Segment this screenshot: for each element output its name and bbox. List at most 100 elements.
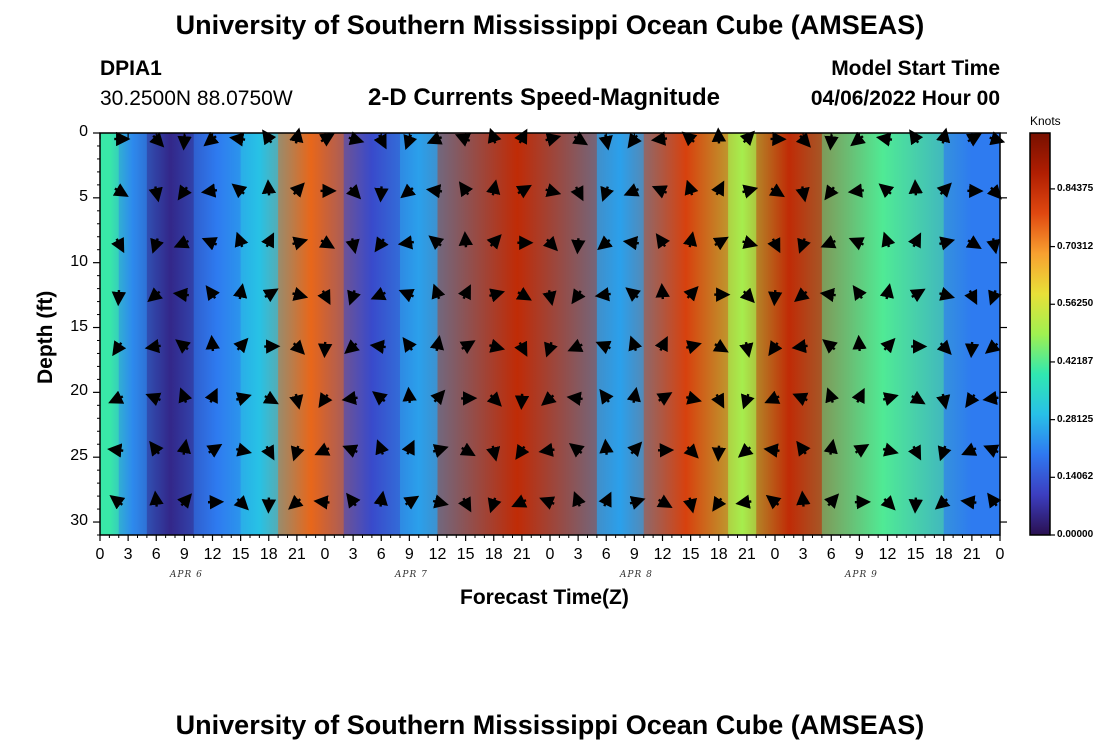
speed-band: [146, 133, 194, 535]
x-tick-label: 18: [259, 546, 278, 563]
current-vector: [768, 183, 785, 198]
current-vector: [712, 236, 729, 251]
current-vector: [402, 386, 417, 403]
current-vector: [595, 340, 612, 355]
current-vector: [571, 288, 586, 305]
current-vector: [989, 131, 1006, 146]
current-vector: [515, 443, 530, 460]
current-vector: [712, 495, 727, 512]
current-vector: [109, 495, 126, 510]
current-vector: [369, 339, 386, 354]
current-vector: [262, 288, 279, 303]
x-tick-label: 21: [287, 546, 306, 563]
x-tick-label: 18: [484, 546, 503, 563]
x-tick-label: 21: [737, 546, 756, 563]
date-label: APR 7: [394, 570, 428, 580]
y-tick-label: 30: [70, 512, 88, 530]
current-vector: [628, 335, 643, 352]
current-vector: [261, 444, 275, 461]
current-vector: [961, 442, 978, 456]
speed-band: [643, 133, 729, 535]
speed-band: [821, 133, 944, 535]
current-vector: [486, 445, 501, 462]
current-vector: [108, 390, 125, 404]
current-vector: [262, 390, 279, 405]
x-tick-label: 0: [770, 546, 780, 563]
current-vector: [599, 438, 614, 455]
current-vector: [147, 287, 163, 303]
colorbar-ticks: [1050, 188, 1055, 536]
speed-band: [756, 133, 822, 535]
current-vector: [848, 237, 865, 251]
current-vector: [712, 338, 729, 353]
current-vector: [656, 494, 673, 508]
date-label: APR 6: [169, 570, 203, 580]
current-vector: [200, 183, 218, 198]
current-vector: [288, 494, 304, 510]
y-axis-label: Depth (ft): [34, 290, 57, 384]
current-vector: [487, 497, 502, 514]
current-vector: [796, 490, 811, 507]
current-vector: [370, 286, 387, 301]
current-vector: [292, 236, 309, 251]
current-vector: [878, 183, 895, 199]
current-vector: [233, 283, 248, 300]
date-label: APR 8: [619, 570, 653, 580]
speed-band: [343, 133, 400, 535]
colorbar-tick-label: 0.14062: [1057, 471, 1094, 483]
speed-band: [437, 133, 597, 535]
current-vector: [792, 392, 809, 407]
x-tick-label: 9: [404, 546, 414, 563]
current-vector: [235, 442, 252, 457]
current-vector: [172, 287, 189, 303]
current-vector: [205, 285, 220, 302]
speed-band: [278, 133, 344, 535]
current-vector: [570, 185, 584, 202]
current-vector: [317, 288, 331, 305]
current-vector: [401, 439, 415, 456]
current-vector: [965, 392, 980, 408]
current-vector: [374, 236, 389, 253]
current-vector: [375, 439, 389, 456]
current-vector: [685, 390, 702, 405]
current-vector: [205, 334, 220, 352]
current-vector: [882, 442, 899, 457]
x-tick-label: 12: [878, 546, 897, 563]
current-vector: [177, 493, 193, 509]
current-vector: [960, 495, 977, 510]
current-vector: [851, 387, 865, 405]
current-vector: [458, 496, 472, 513]
current-vector: [594, 287, 611, 302]
current-vector: [599, 388, 614, 405]
colorbar-unit: Knots: [1030, 114, 1061, 128]
heatmap-area: [100, 133, 1000, 535]
speed-band: [240, 133, 279, 535]
current-vector: [233, 337, 249, 354]
current-vector: [742, 184, 759, 199]
current-vector: [819, 287, 836, 303]
current-vector: [982, 390, 999, 406]
current-vector: [622, 235, 639, 251]
current-vector: [880, 337, 896, 354]
current-vector: [373, 490, 388, 507]
current-vector: [432, 444, 449, 458]
current-vector: [542, 289, 557, 307]
current-vector: [908, 232, 922, 249]
colorbar-tick-label: 0.42187: [1057, 355, 1094, 367]
current-vector: [937, 445, 952, 462]
current-vector: [655, 282, 670, 300]
current-vector: [459, 442, 476, 457]
x-tick-label: 12: [203, 546, 222, 563]
current-vector: [145, 392, 162, 407]
current-vector: [175, 339, 191, 354]
x-tick-label: 3: [573, 546, 583, 563]
current-vector: [173, 235, 190, 249]
x-tick-label: 6: [376, 546, 386, 563]
current-vector: [936, 339, 952, 356]
current-vector: [374, 186, 389, 203]
current-vector: [765, 494, 782, 510]
current-vector: [107, 443, 124, 458]
chart-subtitle: 2-D Currents Speed-Magnitude: [368, 84, 721, 111]
y-tick-label: 10: [70, 252, 88, 270]
current-vector: [292, 286, 309, 301]
